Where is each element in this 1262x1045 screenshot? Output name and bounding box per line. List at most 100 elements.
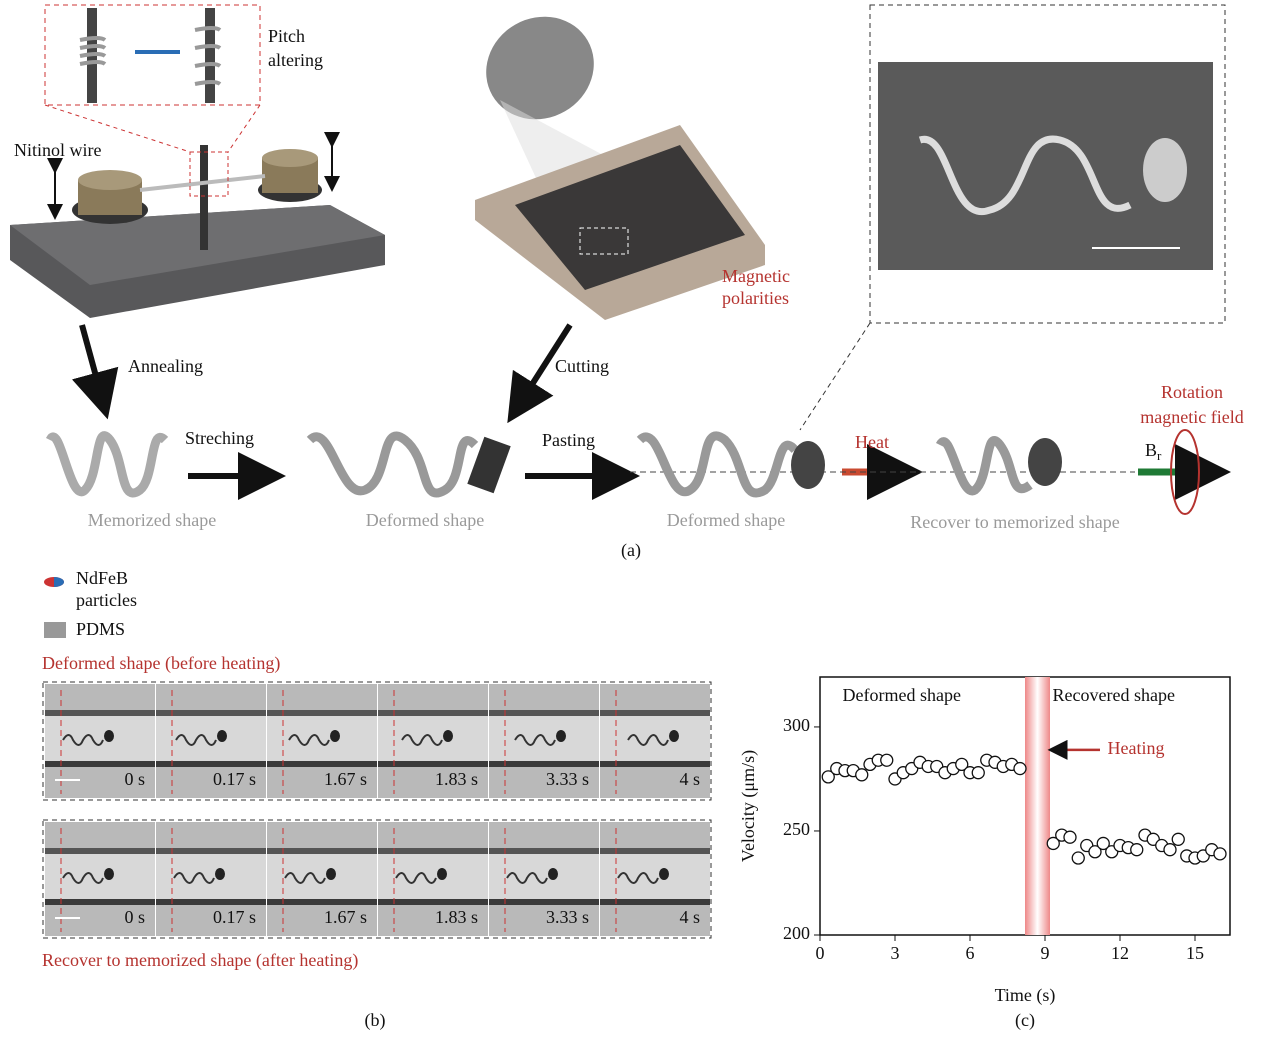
time-label: 0 s (124, 769, 145, 789)
figure: Pitch altering Nitinol wire Magnetic pol… (0, 0, 1262, 1045)
point (881, 754, 893, 766)
legend-label: NdFeB (76, 568, 128, 588)
time-label: 4 s (679, 769, 700, 789)
zoom-line (800, 323, 870, 430)
robot-head (556, 730, 566, 742)
step-label: Streching (185, 428, 254, 448)
shape-label: Memorized shape (88, 510, 216, 530)
shape-label: Deformed shape (366, 510, 484, 530)
point (1131, 844, 1143, 856)
helix (940, 441, 1030, 491)
field-symbol: B (1145, 440, 1157, 460)
time-label: 3.33 s (546, 769, 589, 789)
point (1014, 763, 1026, 775)
x-tick-label: 0 (816, 943, 825, 963)
point (1072, 852, 1084, 864)
time-label: 1.67 s (324, 907, 367, 927)
point (1064, 831, 1076, 843)
point (856, 769, 868, 781)
time-label: 0 s (124, 907, 145, 927)
robot-head (217, 730, 227, 742)
zoom-box (190, 152, 228, 196)
legend-swatch (44, 622, 66, 638)
robot-head (104, 868, 114, 880)
point (1164, 844, 1176, 856)
magnetic-label: polarities (722, 288, 789, 308)
robot-head (659, 868, 669, 880)
helix (640, 436, 795, 493)
velocity-chart: 0 3 6 9 12 15 200 250 300 Time (s) Velocity (μm/s)… (738, 677, 1230, 1031)
time-label: 0.17 s (213, 907, 256, 927)
shape-label: Deformed shape (667, 510, 785, 530)
field-symbol: Br (1145, 440, 1162, 463)
robot-head (669, 730, 679, 742)
time-label: 3.33 s (546, 907, 589, 927)
step-label: Cutting (555, 356, 609, 376)
annotation: Recovered shape (1053, 685, 1175, 705)
rotation-label: Rotation (1161, 382, 1223, 402)
time-label: 1.83 s (435, 769, 478, 789)
heating-band (1025, 677, 1050, 935)
arrow (82, 325, 103, 402)
time-label: 0.17 s (213, 769, 256, 789)
screw (262, 149, 318, 167)
particle-zoom (467, 0, 612, 139)
robot-head (104, 730, 114, 742)
point (972, 767, 984, 779)
field-subscript: r (1157, 448, 1162, 463)
x-tick-label: 9 (1041, 943, 1050, 963)
zoom-line (228, 105, 260, 152)
sem-inset (800, 5, 1225, 430)
magnetic-label: Magnetic (722, 266, 790, 286)
time-label: 1.67 s (324, 769, 367, 789)
step-label: Annealing (128, 356, 203, 376)
legend-label: PDMS (76, 619, 125, 639)
nitinol-label: Nitinol wire (14, 140, 102, 160)
apparatus: Pitch altering Nitinol wire (10, 5, 385, 318)
screw (78, 170, 142, 190)
y-tick-label: 200 (783, 923, 810, 943)
x-tick-label: 15 (1186, 943, 1204, 963)
pitch-label: altering (268, 50, 323, 70)
helix (310, 436, 475, 493)
step-label: Heat (855, 432, 889, 452)
legend-swatch (54, 577, 64, 587)
inset-box (45, 5, 260, 105)
robot-head (330, 730, 340, 742)
robot-head (443, 730, 453, 742)
row-title: Deformed shape (before heating) (42, 653, 280, 674)
x-tick-label: 6 (966, 943, 975, 963)
caption: (b) (365, 1010, 386, 1031)
rotation-label: magnetic field (1140, 407, 1243, 427)
y-tick-label: 300 (783, 715, 810, 735)
robot-head (215, 868, 225, 880)
head (1143, 138, 1187, 202)
magnet-head (791, 441, 825, 489)
x-axis-label: Time (s) (995, 985, 1056, 1006)
x-tick-label: 3 (891, 943, 900, 963)
legend-label: particles (76, 590, 137, 610)
robot-head (326, 868, 336, 880)
helix (50, 436, 165, 493)
row-title: Recover to memorized shape (after heatin… (42, 950, 358, 971)
y-axis-label: Velocity (μm/s) (738, 750, 759, 862)
point (1214, 848, 1226, 860)
caption: (a) (621, 540, 641, 561)
step-label: Pasting (542, 430, 595, 450)
shape-label: Recover to memorized shape (910, 512, 1119, 532)
rod (205, 8, 215, 103)
y-tick-label: 250 (783, 819, 810, 839)
time-label: 1.83 s (435, 907, 478, 927)
time-label: 4 s (679, 907, 700, 927)
robot-head (437, 868, 447, 880)
annotation: Heating (1108, 738, 1165, 758)
robot-head (548, 868, 558, 880)
rod (200, 145, 208, 250)
magnet-head (1028, 438, 1062, 486)
pitch-label: Pitch (268, 26, 305, 46)
caption: (c) (1015, 1010, 1035, 1031)
x-tick-label: 12 (1111, 943, 1129, 963)
magnetic-film: Magnetic polarities (467, 0, 790, 320)
point (1172, 833, 1184, 845)
frames: 0 s 0.17 s 1.67 s 1.83 s 3.33 s 4 s 0 s 0.17 s 1… (43, 682, 711, 938)
